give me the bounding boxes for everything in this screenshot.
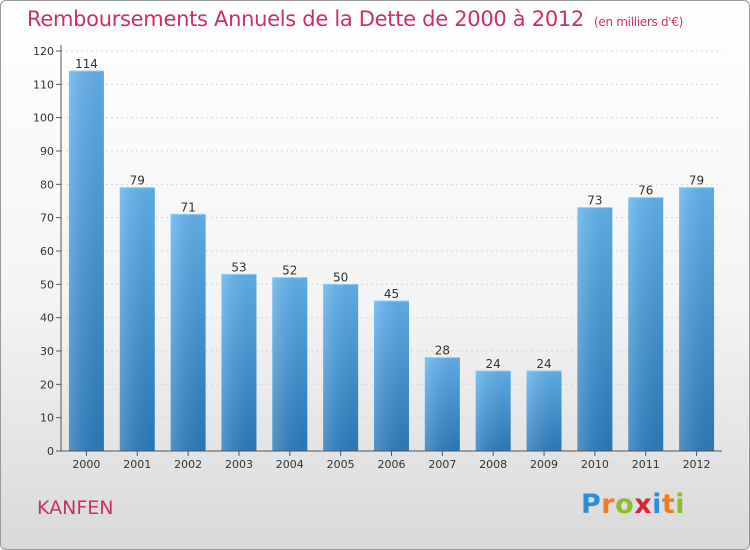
x-tick-label: 2012 — [683, 458, 711, 471]
bar-highlight — [577, 207, 613, 451]
data-label: 28 — [435, 344, 450, 358]
y-tick-label: 40 — [40, 312, 54, 325]
chart-title: Remboursements Annuels de la Dette de 20… — [27, 7, 683, 31]
bar-highlight — [119, 187, 155, 451]
x-tick-label: 2007 — [428, 458, 456, 471]
x-tick-label: 2006 — [378, 458, 406, 471]
data-label: 76 — [638, 184, 653, 198]
bar-highlight — [424, 357, 460, 451]
y-tick-label: 30 — [40, 345, 54, 358]
bar-highlight — [221, 274, 257, 451]
data-label: 24 — [486, 357, 501, 371]
x-tick-label: 2005 — [327, 458, 355, 471]
logo-letter: o — [615, 489, 635, 520]
x-tick-label: 2002 — [174, 458, 202, 471]
x-tick-label: 2000 — [72, 458, 100, 471]
x-tick-label: 2009 — [530, 458, 558, 471]
bar-highlight — [628, 197, 664, 451]
data-label: 52 — [282, 264, 297, 278]
y-tick-label: 10 — [40, 412, 54, 425]
y-tick-label: 20 — [40, 378, 54, 391]
bar-highlight — [526, 371, 562, 451]
proxiti-logo: Proxiti — [581, 489, 685, 520]
logo-letter: P — [581, 489, 602, 520]
bar-highlight — [68, 71, 104, 451]
data-label: 79 — [130, 174, 145, 188]
y-tick-label: 90 — [40, 145, 54, 158]
bar-highlight — [374, 301, 409, 451]
bar-highlight — [272, 277, 308, 451]
town-name: KANFEN — [37, 497, 114, 519]
title-text: Remboursements Annuels de la Dette de 20… — [27, 7, 584, 31]
x-tick-label: 2011 — [632, 458, 660, 471]
logo-letter: x — [634, 489, 653, 520]
data-label: 71 — [180, 200, 195, 214]
x-tick-label: 2003 — [225, 458, 253, 471]
y-tick-label: 70 — [40, 212, 54, 225]
y-tick-label: 110 — [33, 78, 54, 91]
data-label: 45 — [384, 287, 399, 301]
y-tick-label: 100 — [33, 112, 54, 125]
logo-letter: i — [652, 489, 662, 520]
data-label: 53 — [231, 260, 246, 274]
y-tick-label: 60 — [40, 245, 54, 258]
data-label: 79 — [689, 174, 704, 188]
y-tick-label: 80 — [40, 178, 54, 191]
data-label: 114 — [75, 57, 98, 71]
data-label: 50 — [333, 270, 348, 284]
x-tick-label: 2010 — [581, 458, 609, 471]
logo-letter: r — [601, 489, 616, 520]
x-tick-label: 2008 — [479, 458, 507, 471]
bar-highlight — [323, 284, 359, 451]
logo-letter: t — [661, 489, 676, 520]
x-tick-label: 2004 — [276, 458, 304, 471]
y-tick-label: 120 — [33, 45, 54, 58]
bar-highlight — [170, 214, 206, 451]
unit-label: (en milliers d'€) — [594, 15, 684, 29]
data-label: 24 — [536, 357, 551, 371]
y-tick-label: 0 — [47, 445, 54, 458]
x-tick-label: 2001 — [123, 458, 151, 471]
logo-letter: i — [675, 489, 686, 520]
data-label: 73 — [587, 194, 602, 208]
y-tick-label: 50 — [40, 278, 54, 291]
bar-highlight — [679, 187, 715, 451]
bar-highlight — [475, 371, 511, 451]
